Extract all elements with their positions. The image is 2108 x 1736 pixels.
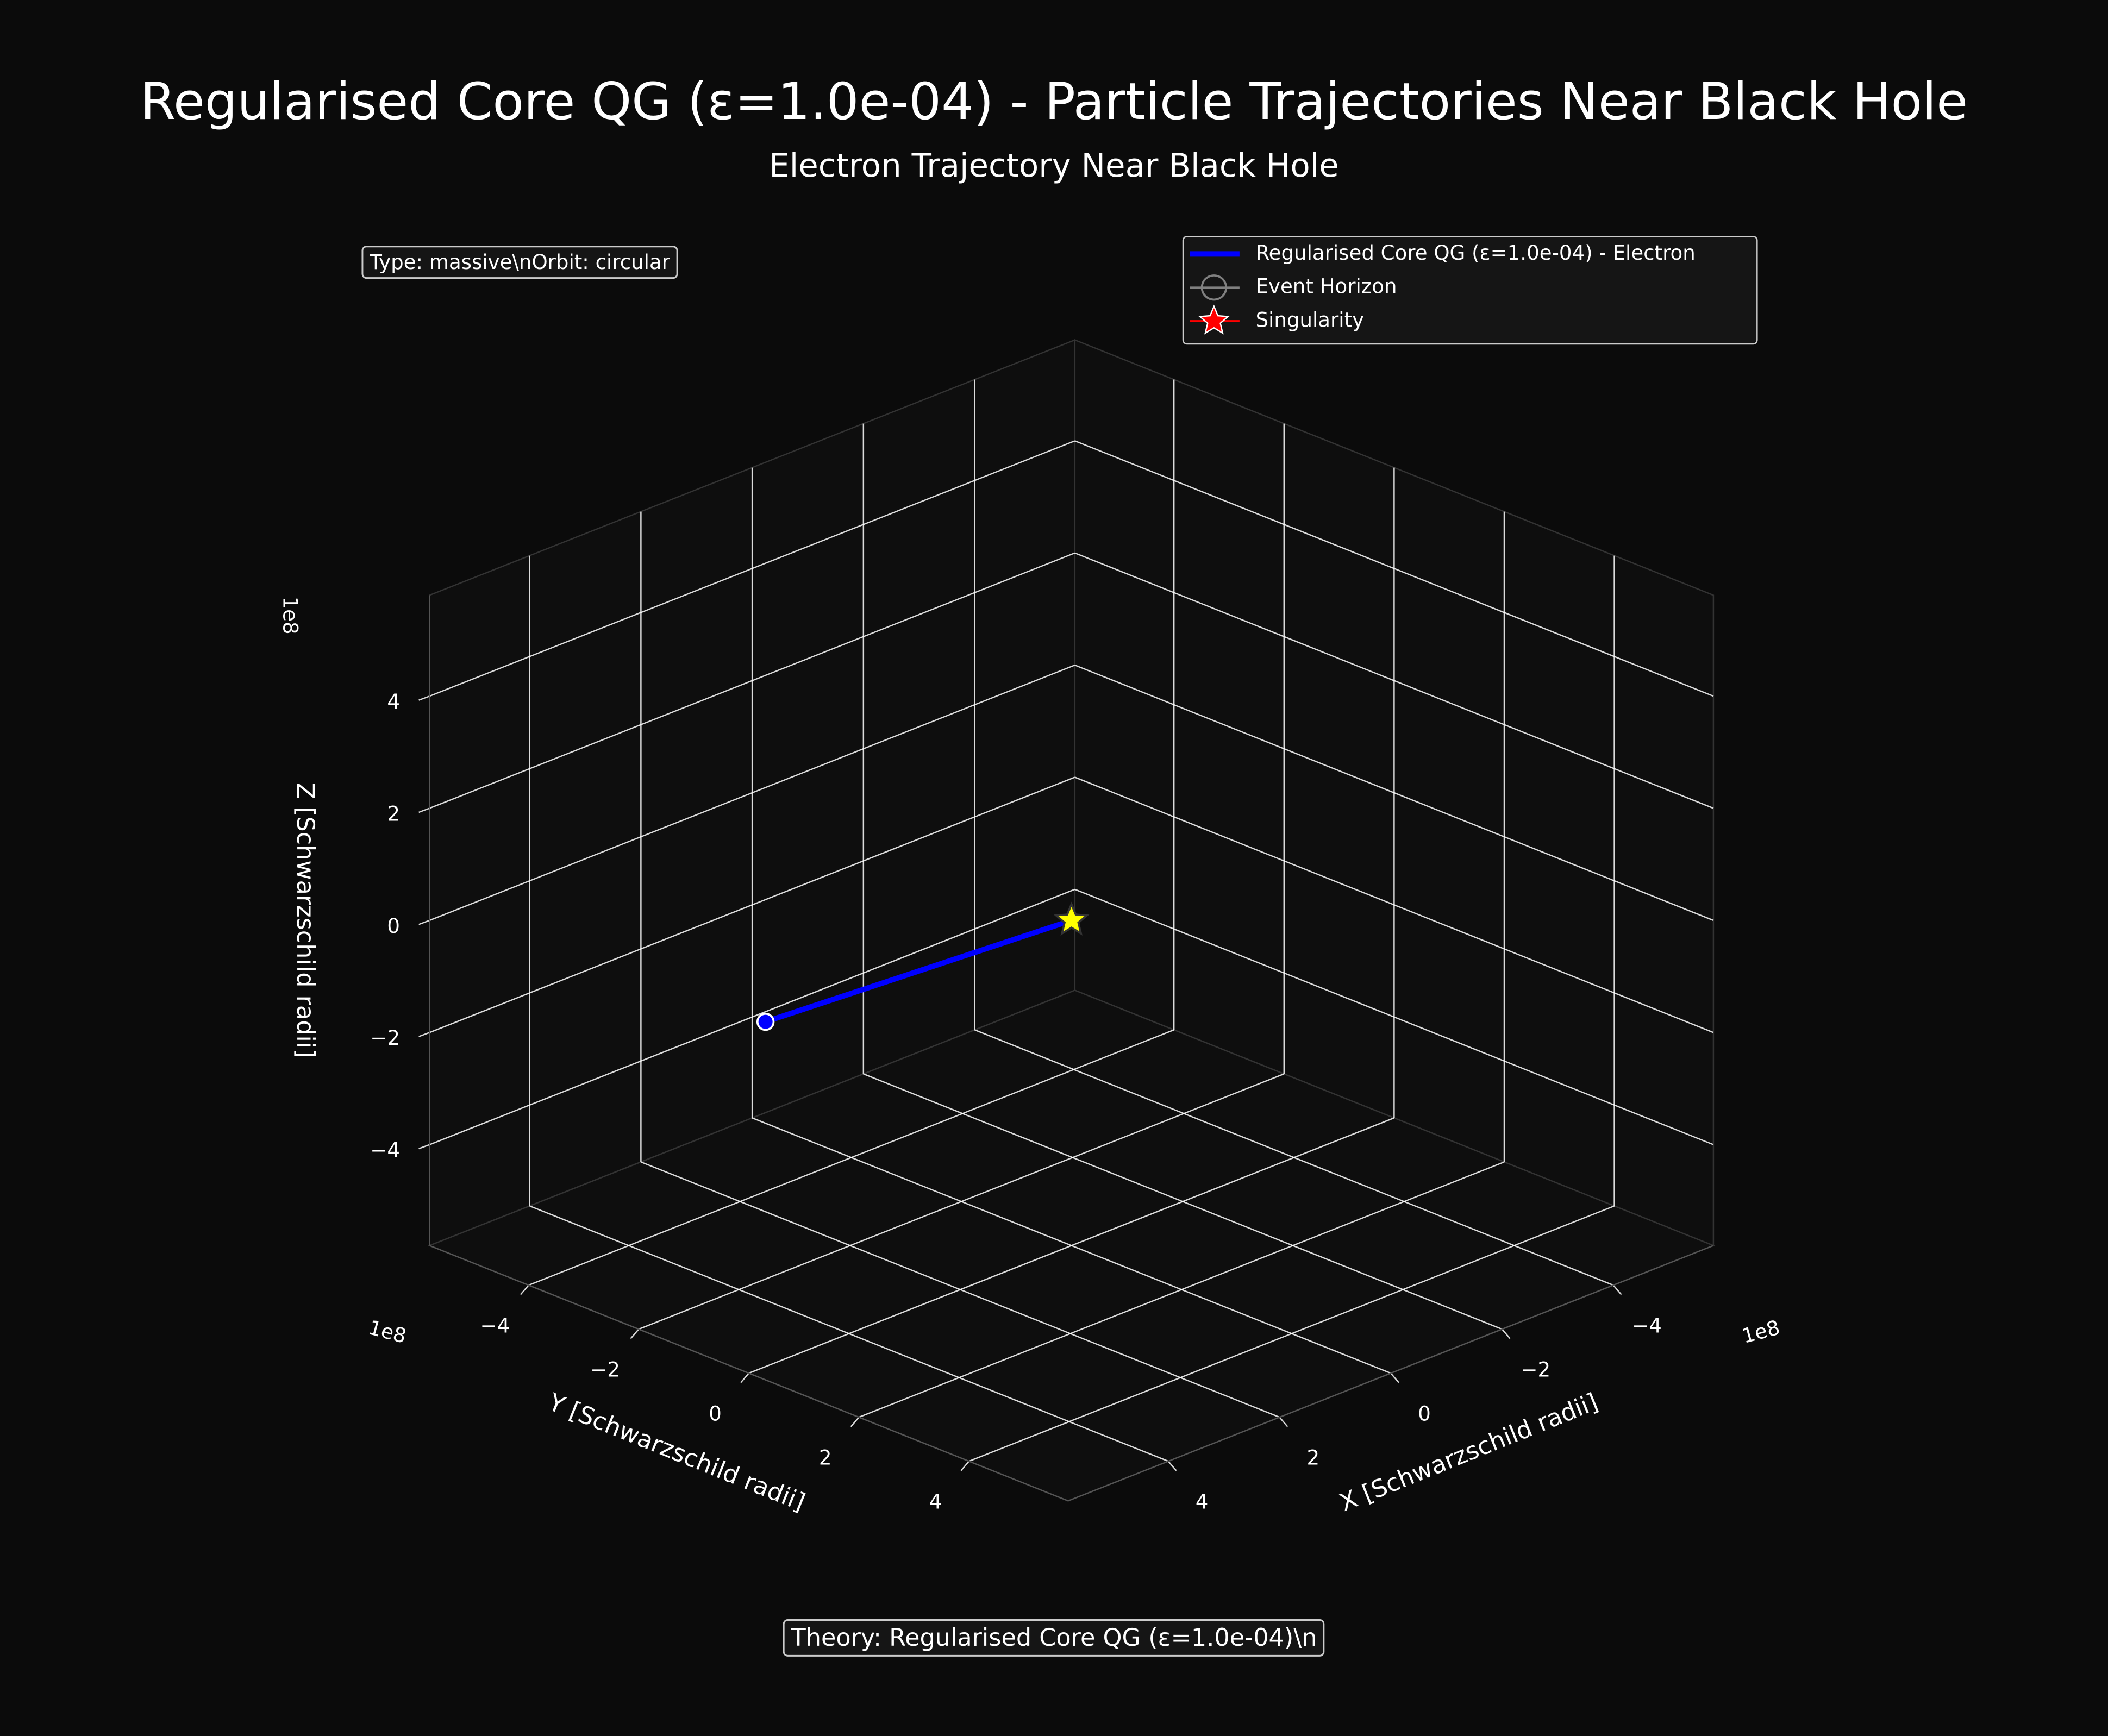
y-tick-label: 0 [709, 1402, 722, 1425]
annotation-text: Theory: Regularised Core QG (ε=1.0e-04)\… [791, 1624, 1317, 1652]
legend-marker [1198, 304, 1230, 335]
grid-line [429, 776, 1075, 1033]
grid-line [1074, 664, 1714, 922]
tick-mark [418, 1144, 430, 1150]
x-tick-label: 0 [1418, 1402, 1431, 1425]
tick-mark [740, 1372, 749, 1383]
grid-line [429, 888, 1075, 1145]
legend-label: Event Horizon [1256, 275, 1397, 298]
z-tick-label: 4 [387, 690, 400, 713]
legend: Regularised Core QG (ε=1.0e-04) - Electr… [1182, 235, 1758, 345]
z-axis-label: Z [Schwarzschild radii] [291, 782, 319, 1058]
tick-mark [1167, 1461, 1177, 1471]
tick-mark [630, 1328, 640, 1339]
y-tick-label: −4 [480, 1314, 510, 1337]
tick-mark [1279, 1417, 1288, 1427]
start-marker [756, 1012, 775, 1031]
grid-line [528, 1029, 1174, 1286]
z-tick-label: −2 [370, 1026, 400, 1050]
grid-line [429, 552, 1075, 809]
z-tick-label: 2 [387, 802, 400, 825]
tick-mark [418, 1032, 430, 1037]
grid-line [429, 440, 1075, 697]
grid-line [1074, 776, 1714, 1033]
annotation-box [783, 1619, 1325, 1657]
x-tick-label: −2 [1521, 1358, 1550, 1381]
trajectory [765, 918, 1073, 1025]
tick-mark [418, 919, 430, 925]
tick-mark [1612, 1284, 1622, 1295]
grid-line [748, 1117, 1394, 1374]
grid-line [1074, 552, 1714, 809]
annotation: Type: massive\nOrbit: circular [361, 246, 678, 279]
grid-line [859, 1161, 1505, 1418]
tick-mark [418, 807, 430, 813]
tick-mark [520, 1284, 529, 1295]
axis-line [429, 1245, 1068, 1502]
axis-line [1068, 1245, 1714, 1502]
tick-mark [960, 1461, 970, 1471]
tick-mark [418, 695, 430, 701]
z-tick-label: 0 [387, 914, 400, 938]
z-tick-label: −4 [370, 1139, 400, 1162]
tick-mark [1390, 1372, 1399, 1383]
annotation-text: Type: massive\nOrbit: circular [369, 250, 670, 274]
y-tick-label: 4 [929, 1490, 942, 1513]
chart-title: Regularised Core QG (ε=1.0e-04) - Partic… [140, 72, 1968, 131]
y-tick-label: −2 [590, 1358, 620, 1381]
annotation: Theory: Regularised Core QG (ε=1.0e-04)\… [783, 1619, 1325, 1657]
grid-line [429, 664, 1075, 922]
z-offset-label: 1e8 [278, 597, 302, 635]
legend-label: Regularised Core QG (ε=1.0e-04) - Electr… [1256, 241, 1696, 265]
tick-mark [1501, 1328, 1511, 1339]
y-tick-label: 2 [819, 1446, 832, 1469]
singularity-marker [1053, 901, 1090, 936]
tick-mark [850, 1417, 860, 1427]
legend-label: Singularity [1256, 309, 1365, 332]
x-tick-label: 2 [1307, 1446, 1320, 1469]
grid-line [968, 1205, 1615, 1462]
legend-box [1182, 235, 1758, 345]
x-tick-label: 4 [1196, 1490, 1209, 1513]
grid-line [1074, 440, 1714, 697]
annotation-box [361, 246, 678, 279]
grid-line [638, 1073, 1285, 1330]
legend-marker [1200, 274, 1228, 301]
chart-subtitle: Electron Trajectory Near Black Hole [769, 147, 1338, 184]
x-tick-label: −4 [1632, 1314, 1662, 1337]
grid-line [1074, 888, 1714, 1145]
